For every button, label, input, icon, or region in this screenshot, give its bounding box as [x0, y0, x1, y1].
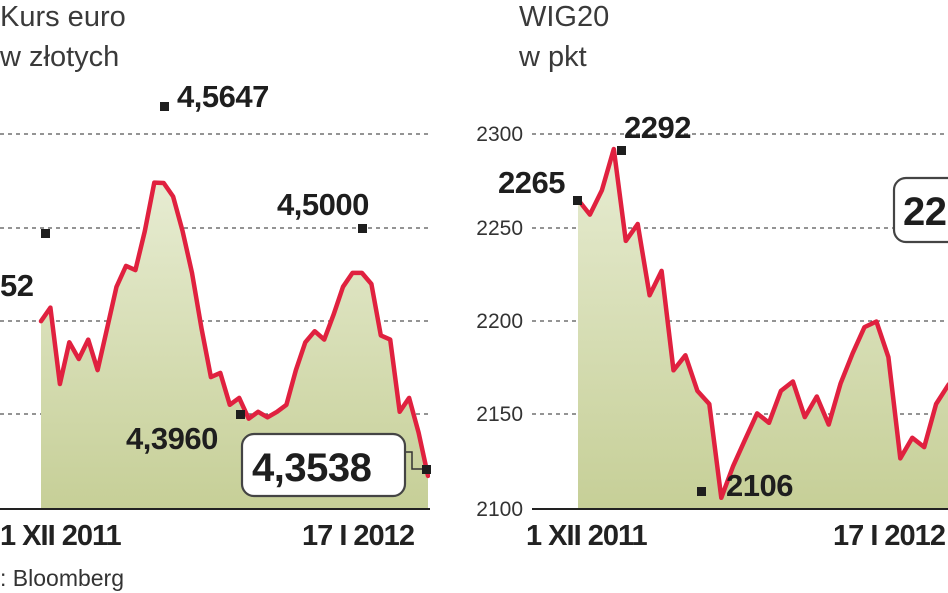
y-tick-label: 2150 — [476, 403, 523, 426]
y-tick-label: 2250 — [476, 217, 523, 240]
data-point-marker — [358, 224, 367, 233]
series-area — [578, 149, 948, 509]
source-note: : Bloomberg — [0, 565, 124, 591]
data-point-marker — [160, 102, 169, 111]
x-tick-label: 17 I 2012 — [833, 520, 945, 552]
data-label: 2265 — [498, 165, 565, 200]
x-tick-label: 1 XII 2011 — [526, 520, 647, 552]
data-point-marker — [41, 229, 50, 238]
chart-title: WIG20 — [519, 1, 609, 33]
data-point-marker — [697, 487, 706, 496]
x-tick-label: 17 I 2012 — [302, 520, 414, 552]
chart-title: Kurs euro — [0, 1, 126, 33]
data-point-marker — [573, 196, 582, 205]
y-tick-label: 2300 — [476, 123, 523, 146]
data-label: 2292 — [624, 110, 691, 145]
data-point-marker — [236, 410, 245, 419]
series-line — [38, 180, 430, 479]
series-line — [575, 146, 948, 501]
chart-subtitle: w pkt — [518, 41, 587, 73]
wig20-chart: WIG20 w pkt 2300 2250 2200 2150 2100 226… — [476, 1, 948, 552]
y-tick-label: 2100 — [476, 498, 523, 521]
data-label: 2106 — [726, 468, 793, 503]
last-value-callout: 22 — [892, 176, 948, 244]
y-tick-label: 2200 — [476, 310, 523, 333]
data-label: 52 — [0, 268, 33, 303]
data-label: 22 — [903, 190, 947, 234]
data-label: 4,3960 — [126, 421, 218, 456]
last-value-callout: 4,3538 — [240, 432, 422, 498]
data-point-marker — [617, 146, 626, 155]
data-label: 4,5000 — [277, 187, 369, 222]
data-label: 4,3538 — [252, 446, 372, 490]
x-tick-label: 1 XII 2011 — [0, 520, 121, 552]
data-label: 4,5647 — [177, 79, 269, 114]
chart-subtitle: w złotych — [0, 41, 119, 73]
eur-pln-chart: Kurs euro w złotych 52 4,5647 4,5000 4,3… — [0, 1, 431, 591]
data-point-marker — [422, 465, 431, 474]
